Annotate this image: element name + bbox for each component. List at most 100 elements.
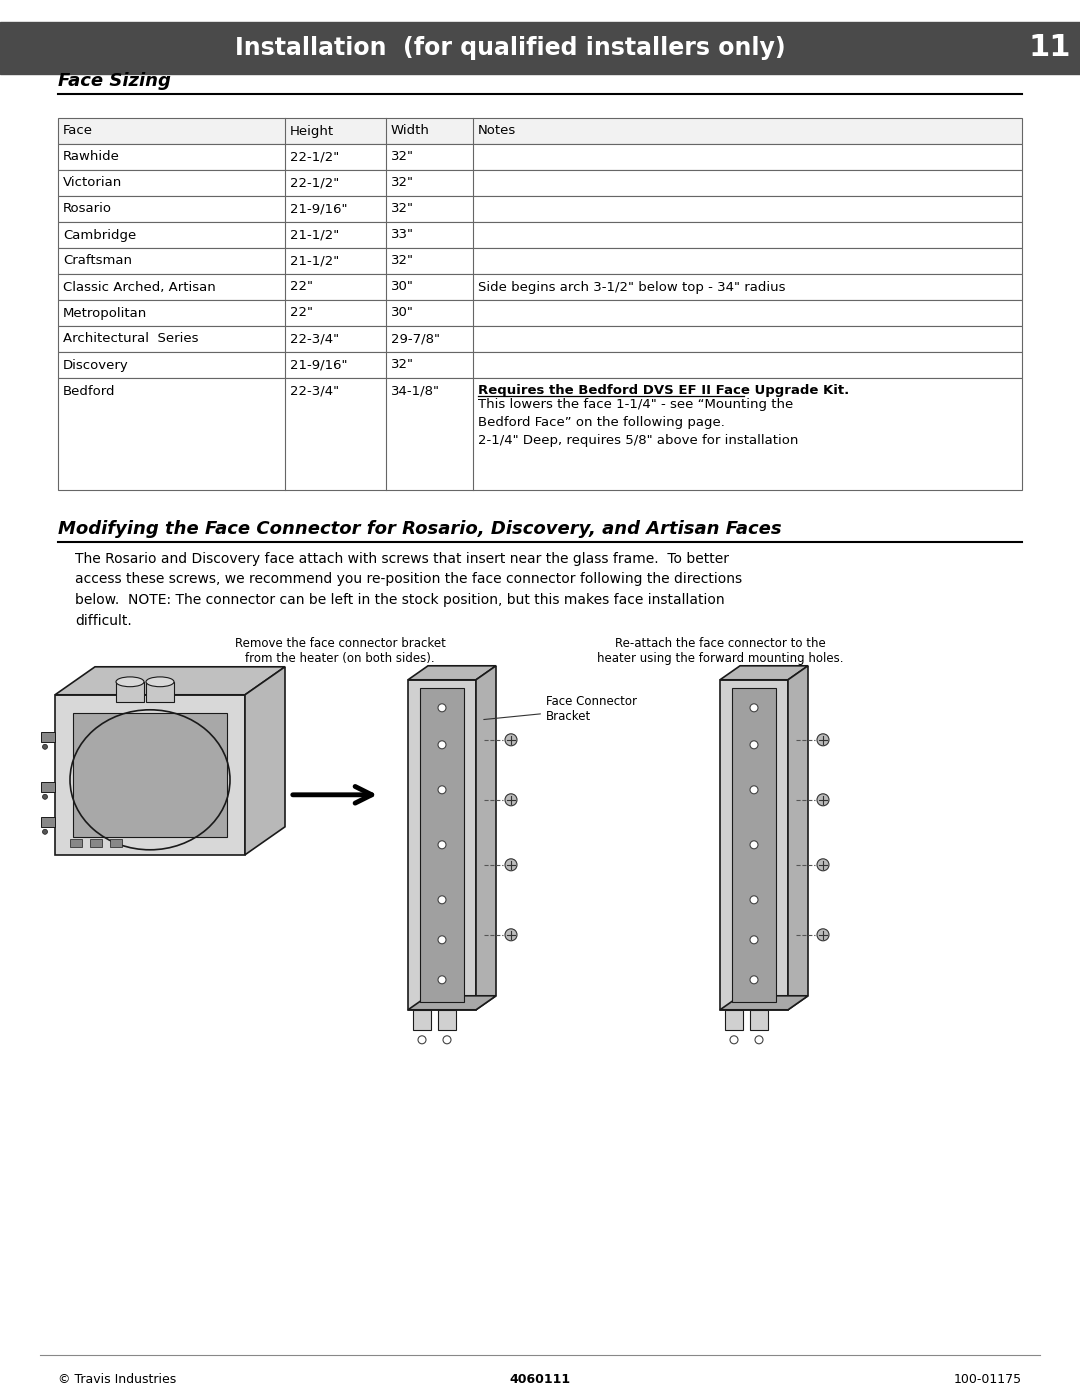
Text: 32": 32"	[391, 254, 414, 267]
Text: 22-1/2": 22-1/2"	[289, 176, 339, 190]
Bar	[58, 170, 1022, 196]
Circle shape	[816, 859, 829, 870]
Bar	[58, 379, 1022, 490]
Text: Face: Face	[63, 124, 93, 137]
Text: Classic Arched, Artisan: Classic Arched, Artisan	[63, 281, 216, 293]
Circle shape	[730, 1035, 738, 1044]
Text: 21-1/2": 21-1/2"	[289, 229, 339, 242]
Text: Requires the Bedford DVS EF II Face Upgrade Kit.: Requires the Bedford DVS EF II Face Upgr…	[477, 384, 849, 397]
Circle shape	[505, 793, 517, 806]
Circle shape	[438, 936, 446, 944]
Text: 4060111: 4060111	[510, 1373, 570, 1386]
Text: 32": 32"	[391, 176, 414, 190]
Circle shape	[418, 1035, 426, 1044]
Bar	[41, 782, 55, 792]
Text: 22": 22"	[289, 281, 312, 293]
Text: © Travis Industries: © Travis Industries	[58, 1373, 176, 1386]
Bar	[41, 732, 55, 742]
Text: This lowers the face 1-1/4" - see “Mounting the
Bedford Face” on the following p: This lowers the face 1-1/4" - see “Mount…	[477, 398, 798, 447]
Circle shape	[438, 704, 446, 712]
Polygon shape	[55, 666, 285, 694]
Text: 32": 32"	[391, 359, 414, 372]
Bar	[720, 680, 788, 1010]
Ellipse shape	[116, 678, 144, 687]
Text: Face Connector
Bracket: Face Connector Bracket	[484, 694, 637, 722]
Circle shape	[750, 740, 758, 749]
Text: Re-attach the face connector to the
heater using the forward mounting holes.: Re-attach the face connector to the heat…	[597, 637, 843, 665]
Bar	[146, 682, 174, 701]
Circle shape	[505, 733, 517, 746]
Text: Height: Height	[289, 124, 334, 137]
Circle shape	[750, 841, 758, 849]
Text: 32": 32"	[391, 203, 414, 215]
Text: Face Sizing: Face Sizing	[58, 73, 171, 89]
Text: 32": 32"	[391, 151, 414, 163]
Text: 22-3/4": 22-3/4"	[289, 386, 339, 398]
Text: Modifying the Face Connector for Rosario, Discovery, and Artisan Faces: Modifying the Face Connector for Rosario…	[58, 520, 782, 538]
Polygon shape	[788, 666, 808, 1010]
Bar	[408, 680, 476, 1010]
Circle shape	[750, 785, 758, 793]
Circle shape	[505, 859, 517, 870]
Bar	[55, 694, 245, 855]
Circle shape	[816, 793, 829, 806]
Bar	[58, 196, 1022, 222]
Text: Victorian: Victorian	[63, 176, 122, 190]
Text: Installation  (for qualified installers only): Installation (for qualified installers o…	[234, 36, 785, 60]
Polygon shape	[476, 666, 496, 1010]
Text: Bedford: Bedford	[63, 386, 116, 398]
Circle shape	[438, 785, 446, 793]
Text: Discovery: Discovery	[63, 359, 129, 372]
Bar	[58, 249, 1022, 274]
Bar	[58, 117, 1022, 144]
Polygon shape	[408, 666, 496, 680]
Text: 33": 33"	[391, 229, 414, 242]
Text: 30": 30"	[391, 281, 414, 293]
Ellipse shape	[146, 678, 174, 687]
Circle shape	[438, 975, 446, 983]
Circle shape	[505, 929, 517, 940]
Bar	[413, 1010, 431, 1030]
Bar	[58, 352, 1022, 379]
Text: Rosario: Rosario	[63, 203, 112, 215]
Circle shape	[750, 936, 758, 944]
Circle shape	[816, 929, 829, 940]
Text: 22-3/4": 22-3/4"	[289, 332, 339, 345]
Circle shape	[42, 745, 48, 749]
Polygon shape	[720, 666, 808, 680]
Polygon shape	[720, 996, 808, 1010]
Bar	[732, 687, 777, 1002]
Bar	[70, 838, 82, 847]
Bar	[41, 817, 55, 827]
Text: Notes: Notes	[477, 124, 516, 137]
Circle shape	[438, 740, 446, 749]
Text: Side begins arch 3-1/2" below top - 34" radius: Side begins arch 3-1/2" below top - 34" …	[477, 281, 785, 293]
Text: Rawhide: Rawhide	[63, 151, 120, 163]
Text: Cambridge: Cambridge	[63, 229, 136, 242]
Circle shape	[750, 704, 758, 712]
Text: Craftsman: Craftsman	[63, 254, 132, 267]
Bar	[58, 144, 1022, 170]
Circle shape	[42, 830, 48, 834]
Bar	[73, 712, 227, 837]
Circle shape	[750, 975, 758, 983]
Text: 22": 22"	[289, 306, 312, 320]
Bar	[420, 687, 464, 1002]
Text: 21-1/2": 21-1/2"	[289, 254, 339, 267]
Circle shape	[750, 895, 758, 904]
Text: 29-7/8": 29-7/8"	[391, 332, 440, 345]
Circle shape	[42, 795, 48, 799]
Bar	[58, 222, 1022, 249]
Circle shape	[755, 1035, 762, 1044]
Bar	[750, 1010, 768, 1030]
Text: Remove the face connector bracket
from the heater (on both sides).: Remove the face connector bracket from t…	[234, 637, 445, 665]
Text: The Rosario and Discovery face attach with screws that insert near the glass fra: The Rosario and Discovery face attach wi…	[75, 552, 742, 627]
Polygon shape	[245, 666, 285, 855]
Bar	[58, 274, 1022, 300]
Bar	[58, 300, 1022, 326]
Bar	[90, 838, 102, 847]
Text: 100-01175: 100-01175	[954, 1373, 1022, 1386]
Text: Architectural  Series: Architectural Series	[63, 332, 199, 345]
Text: Width: Width	[391, 124, 430, 137]
Circle shape	[816, 733, 829, 746]
